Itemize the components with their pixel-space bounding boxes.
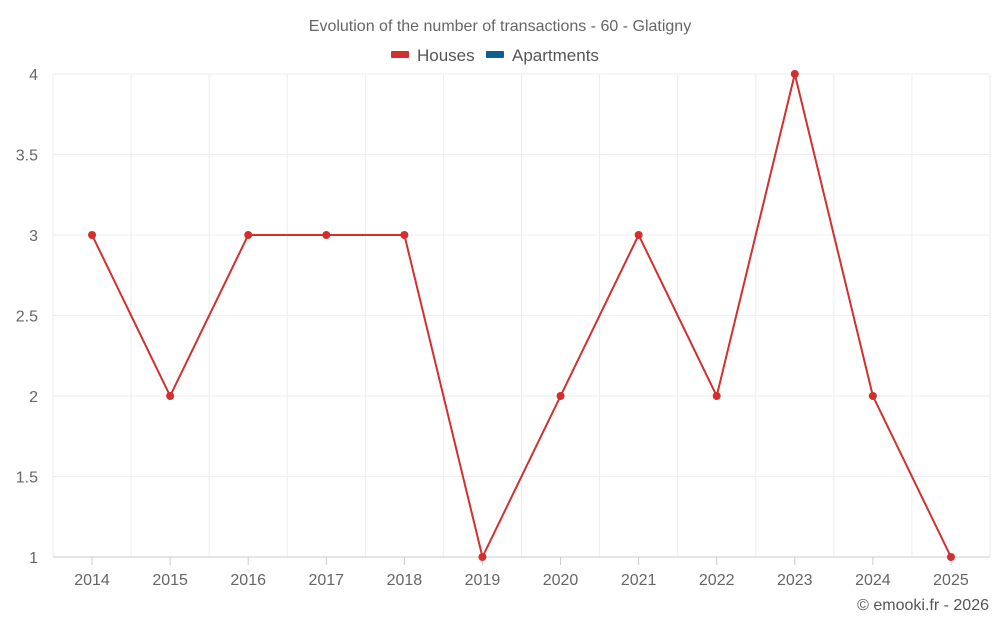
- y-tick-label: 2.5: [16, 309, 38, 326]
- x-tick-label: 2016: [230, 572, 266, 589]
- data-point[interactable]: [556, 392, 565, 400]
- data-point[interactable]: [322, 231, 331, 239]
- series-line-houses: [91, 73, 952, 558]
- x-tick-label: 2023: [777, 572, 813, 589]
- grid: [52, 73, 991, 558]
- y-tick-label: 1: [29, 550, 38, 567]
- legend-swatch-houses[interactable]: [391, 51, 409, 58]
- data-point[interactable]: [634, 231, 643, 239]
- legend-swatch-apartments[interactable]: [486, 51, 504, 58]
- data-point[interactable]: [166, 392, 175, 400]
- x-tick-label: 2014: [74, 572, 110, 589]
- data-point[interactable]: [478, 553, 487, 561]
- x-tick-label: 2015: [152, 572, 188, 589]
- x-tick-label: 2017: [308, 572, 344, 589]
- legend: Houses Apartments: [391, 46, 599, 65]
- x-tick-label: 2020: [543, 572, 579, 589]
- x-tick-label: 2022: [699, 572, 735, 589]
- data-point[interactable]: [712, 392, 721, 400]
- x-axis-ticks: 2014 2015 2016 2017 2018 2019 2020 2021 2022 2023…: [74, 557, 969, 589]
- y-tick-label: 3: [29, 228, 38, 245]
- data-point[interactable]: [244, 231, 253, 239]
- y-tick-label: 2: [29, 389, 38, 406]
- x-tick-label: 2025: [933, 572, 969, 589]
- data-point[interactable]: [790, 70, 799, 78]
- series-layer: [88, 70, 955, 561]
- legend-label-apartments[interactable]: Apartments: [512, 46, 599, 65]
- data-point[interactable]: [946, 553, 955, 561]
- y-axis-ticks: 1 1.5 2 2.5 3 3.5 4: [16, 67, 38, 567]
- y-tick-label: 4: [29, 67, 38, 84]
- credit-text[interactable]: © emooki.fr - 2026: [857, 597, 989, 614]
- legend-label-houses[interactable]: Houses: [417, 46, 475, 65]
- x-tick-label: 2024: [855, 572, 891, 589]
- chart-title: Evolution of the number of transactions …: [309, 18, 691, 35]
- data-point[interactable]: [88, 231, 97, 239]
- y-tick-label: 3.5: [16, 148, 38, 165]
- data-point[interactable]: [868, 392, 877, 400]
- x-tick-label: 2021: [621, 572, 657, 589]
- x-tick-label: 2019: [465, 572, 501, 589]
- x-tick-label: 2018: [387, 572, 423, 589]
- data-point[interactable]: [400, 231, 409, 239]
- y-tick-label: 1.5: [16, 470, 38, 487]
